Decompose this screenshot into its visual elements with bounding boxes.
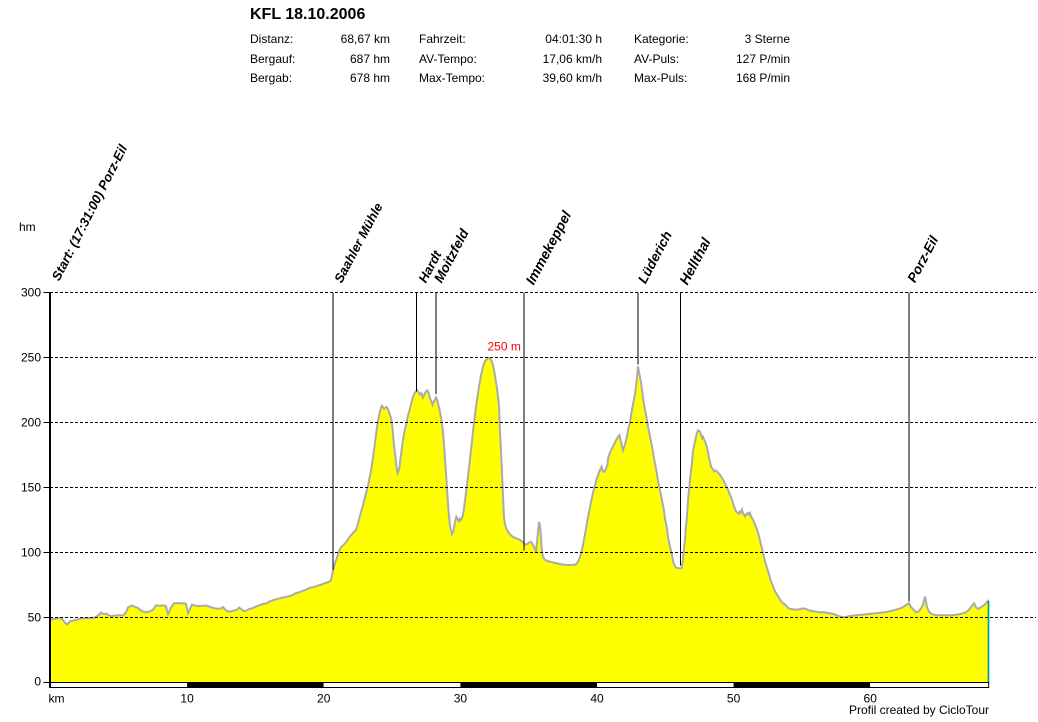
svg-text:Porz-Eil: Porz-Eil [904,233,941,285]
svg-text:50: 50 [727,692,741,706]
svg-text:150: 150 [21,481,41,495]
svg-text:Lüderich: Lüderich [635,229,675,286]
svg-text:0: 0 [34,675,41,689]
svg-text:20: 20 [317,692,331,706]
svg-text:250: 250 [21,351,41,365]
svg-text:60: 60 [864,692,878,706]
svg-text:Immekeppel: Immekeppel [522,207,575,287]
svg-text:30: 30 [454,692,468,706]
svg-text:250 m: 250 m [488,340,521,354]
svg-text:hm: hm [19,220,36,234]
svg-text:Saahler Mühle: Saahler Mühle [331,200,386,285]
svg-text:10: 10 [180,692,194,706]
svg-text:200: 200 [21,416,41,430]
svg-text:300: 300 [21,286,41,300]
svg-text:50: 50 [28,611,42,625]
svg-text:100: 100 [21,546,41,560]
svg-text:Profil created by CicloTour: Profil created by CicloTour [849,703,989,717]
svg-text:km: km [49,692,65,706]
svg-text:Hellthal: Hellthal [676,234,714,287]
svg-text:40: 40 [590,692,604,706]
svg-text:Start: (17:31:00) Porz-Eil: Start: (17:31:00) Porz-Eil [49,142,131,283]
